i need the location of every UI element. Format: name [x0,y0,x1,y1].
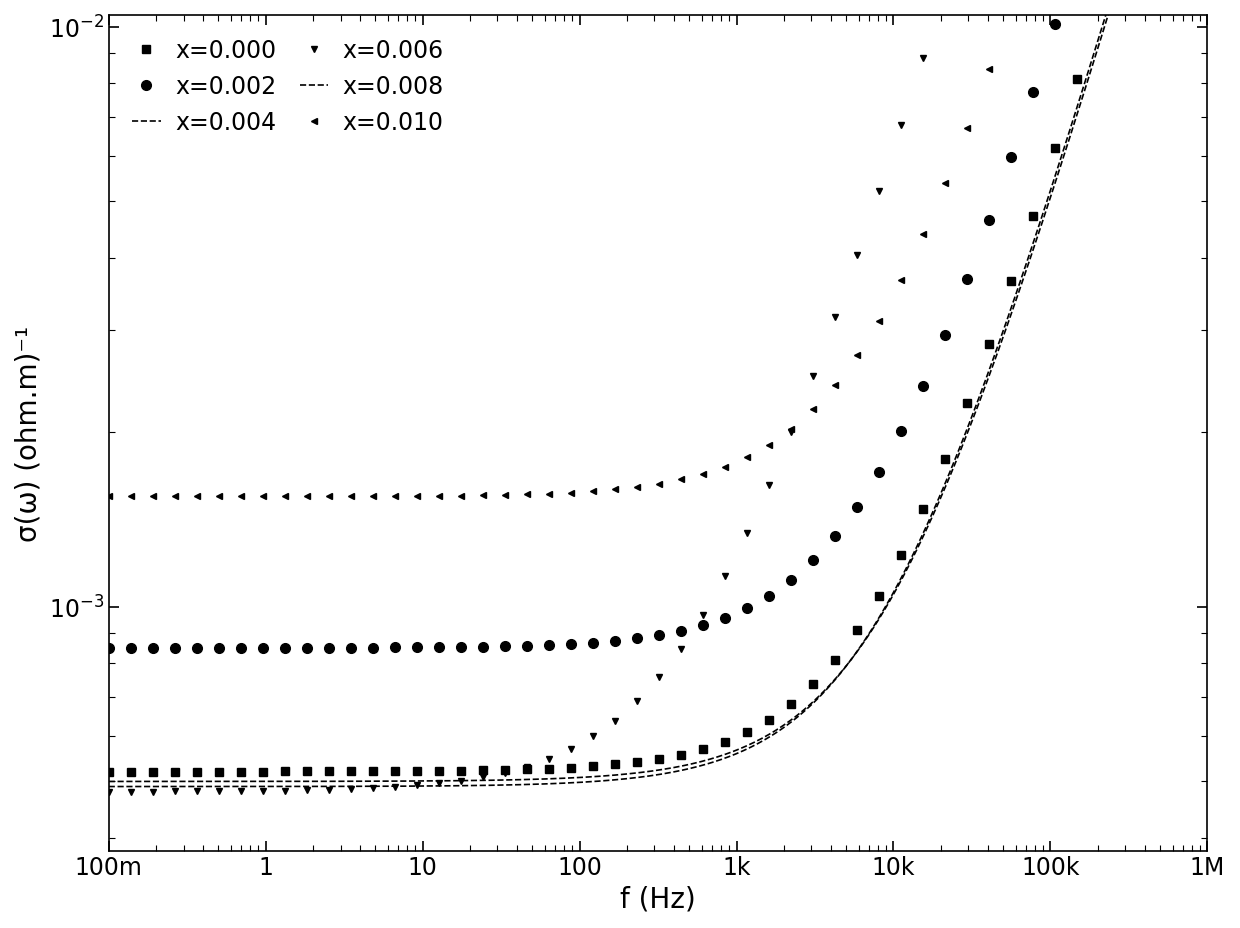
x=0.004 [599,770,614,781]
x=0.004 [383,776,398,787]
x=0.002 [749,599,764,610]
x=0.000 [383,766,398,777]
x=0.008 [295,781,310,793]
Line: x=0.008: x=0.008 [109,0,1208,787]
x=0.004 [749,736,764,747]
x=0.006 [102,786,117,797]
x=0.002 [835,522,849,533]
x=0.010 [102,491,117,502]
x=0.000 [835,645,849,656]
x=0.002 [383,642,398,653]
X-axis label: f (Hz): f (Hz) [620,885,696,913]
x=0.010 [749,447,764,458]
x=0.004 [102,776,117,787]
x=0.008 [383,780,398,792]
x=0.008 [102,781,117,793]
x=0.000 [749,722,764,733]
x=0.006 [383,781,398,793]
Line: x=0.006: x=0.006 [105,0,1210,795]
Legend: x=0.000, x=0.002, x=0.004, x=0.006, x=0.008, x=0.010: x=0.000, x=0.002, x=0.004, x=0.006, x=0.… [120,27,455,147]
x=0.002 [102,642,117,653]
x=0.006 [929,14,944,25]
x=0.004 [929,504,944,515]
x=0.008 [599,775,614,786]
x=0.002 [599,637,614,648]
x=0.006 [295,785,310,796]
Line: x=0.000: x=0.000 [104,0,1211,776]
x=0.000 [295,767,310,778]
x=0.008 [835,665,849,677]
Line: x=0.002: x=0.002 [104,0,1213,653]
x=0.006 [749,509,764,520]
x=0.010 [835,370,849,381]
Line: x=0.010: x=0.010 [105,0,1210,500]
x=0.010 [929,200,944,212]
x=0.002 [295,642,310,653]
x=0.010 [599,485,614,496]
x=0.010 [383,491,398,502]
x=0.004 [295,776,310,787]
x=0.000 [929,475,944,486]
x=0.010 [295,491,310,502]
x=0.004 [835,665,849,677]
x=0.002 [929,352,944,363]
x=0.008 [749,739,764,750]
x=0.000 [102,767,117,778]
x=0.006 [835,291,849,303]
x=0.008 [929,500,944,511]
x=0.006 [599,722,614,733]
x=0.000 [599,760,614,771]
Y-axis label: σ(ω) (ohm.m)⁻¹: σ(ω) (ohm.m)⁻¹ [15,325,43,541]
Line: x=0.004: x=0.004 [109,0,1208,781]
